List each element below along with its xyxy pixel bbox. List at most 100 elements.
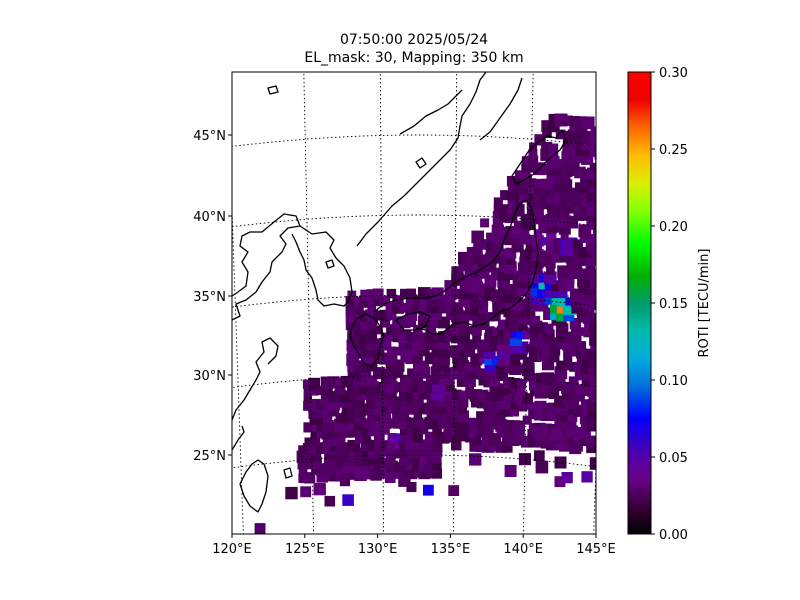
- roti-cell: [541, 120, 553, 132]
- roti-cell: [336, 399, 345, 408]
- roti-cell: [355, 433, 366, 444]
- roti-cell: [471, 289, 483, 300]
- roti-cell: [316, 385, 326, 396]
- roti-cell: [573, 202, 585, 215]
- roti-cell: [588, 393, 596, 403]
- roti-cell: [316, 471, 328, 483]
- roti-cell: [381, 368, 390, 378]
- coastline-layer: [232, 72, 567, 513]
- roti-cell: [484, 253, 497, 266]
- roti-cell: [541, 142, 553, 154]
- roti-cell: [425, 468, 436, 479]
- roti-cell: [335, 413, 346, 424]
- roti-cell: [472, 253, 483, 264]
- longitude-tick-label: 135°E: [431, 542, 471, 557]
- roti-cell: [336, 442, 346, 452]
- roti-cell: [534, 178, 544, 188]
- roti-cell: [381, 440, 391, 450]
- roti-cell: [478, 377, 487, 386]
- roti-cell: [511, 283, 523, 296]
- roti-cell: [330, 442, 339, 452]
- roti-cell: [547, 402, 559, 414]
- roti-cell: [503, 391, 514, 403]
- roti-cell: [303, 472, 316, 484]
- roti-cell: [432, 338, 443, 350]
- roti-cell: [567, 382, 580, 395]
- roti-cell: [484, 332, 496, 344]
- roti-cell: [506, 255, 516, 265]
- coast-hokkaido: [511, 129, 567, 185]
- roti-cell: [531, 234, 544, 247]
- roti-cell: [412, 461, 423, 472]
- roti-cell: [457, 396, 469, 408]
- roti-cell: [349, 470, 359, 480]
- roti-cell: [348, 462, 360, 474]
- roti-cell: [310, 429, 320, 439]
- roti-cell: [555, 404, 565, 414]
- roti-cell: [380, 396, 391, 407]
- roti-cell: [573, 210, 584, 221]
- roti-cell: [519, 256, 529, 266]
- roti-cell: [492, 211, 504, 222]
- roti-cell: [505, 225, 517, 238]
- roti-cell: [535, 460, 549, 474]
- roti-cell: [549, 337, 561, 350]
- roti-cell: [547, 409, 560, 422]
- roti-cell: [355, 384, 364, 393]
- roti-cell: [576, 304, 589, 316]
- roti-cell: [470, 368, 482, 380]
- roti-cell: [573, 427, 584, 438]
- roti-cell: [431, 316, 444, 329]
- roti-cell: [348, 454, 360, 467]
- roti-cell: [572, 239, 583, 250]
- roti-cell: [493, 197, 503, 207]
- roti-cell: [361, 433, 372, 443]
- roti-cell: [537, 351, 547, 362]
- roti-cell: [445, 419, 455, 428]
- roti-cell: [560, 411, 572, 423]
- roti-cell: [308, 377, 320, 390]
- roti-cell: [551, 251, 564, 263]
- roti-cell: [546, 266, 555, 275]
- roti-cell: [303, 387, 312, 396]
- roti-cell: [511, 328, 521, 338]
- roti-cell: [356, 466, 368, 478]
- roti-cell: [491, 356, 501, 365]
- roti-cell: [523, 306, 536, 318]
- roti-cell: [584, 283, 596, 295]
- roti-cell: [485, 260, 497, 273]
- roti-cell: [496, 398, 508, 410]
- roti-cell: [498, 210, 511, 223]
- roti-cell: [360, 374, 372, 387]
- roti-cell: [431, 417, 443, 429]
- roti-cell: [385, 302, 398, 314]
- roti-cell: [554, 395, 566, 408]
- roti-cell: [525, 234, 537, 246]
- roti-cell: [553, 245, 563, 255]
- roti-cell: [512, 278, 522, 287]
- roti-cell: [593, 212, 596, 224]
- roti-cell: [321, 384, 333, 396]
- roti-cell: [597, 127, 606, 136]
- roti-cell: [538, 250, 550, 261]
- roti-cell: [412, 439, 423, 450]
- roti-cell: [551, 429, 563, 441]
- roti-cell: [465, 383, 474, 393]
- roti-cell: [504, 342, 514, 351]
- colorbar-label: ROTI [TECU/min]: [697, 249, 712, 358]
- roti-cell: [407, 433, 416, 442]
- roti-cell: [452, 361, 461, 371]
- roti-cell: [491, 239, 504, 252]
- roti-cell: [361, 354, 371, 364]
- roti-cell: [418, 402, 430, 415]
- roti-cell: [553, 439, 564, 450]
- roti-cell: [533, 213, 544, 225]
- roti-cell: [520, 435, 533, 448]
- coast-korea-south: [291, 225, 353, 307]
- roti-cell: [348, 376, 358, 387]
- roti-cell: [530, 292, 543, 304]
- latitude-tick-label: 25°N: [193, 449, 226, 464]
- roti-cell: [339, 476, 351, 487]
- roti-cell: [484, 326, 495, 337]
- roti-cell: [316, 407, 327, 418]
